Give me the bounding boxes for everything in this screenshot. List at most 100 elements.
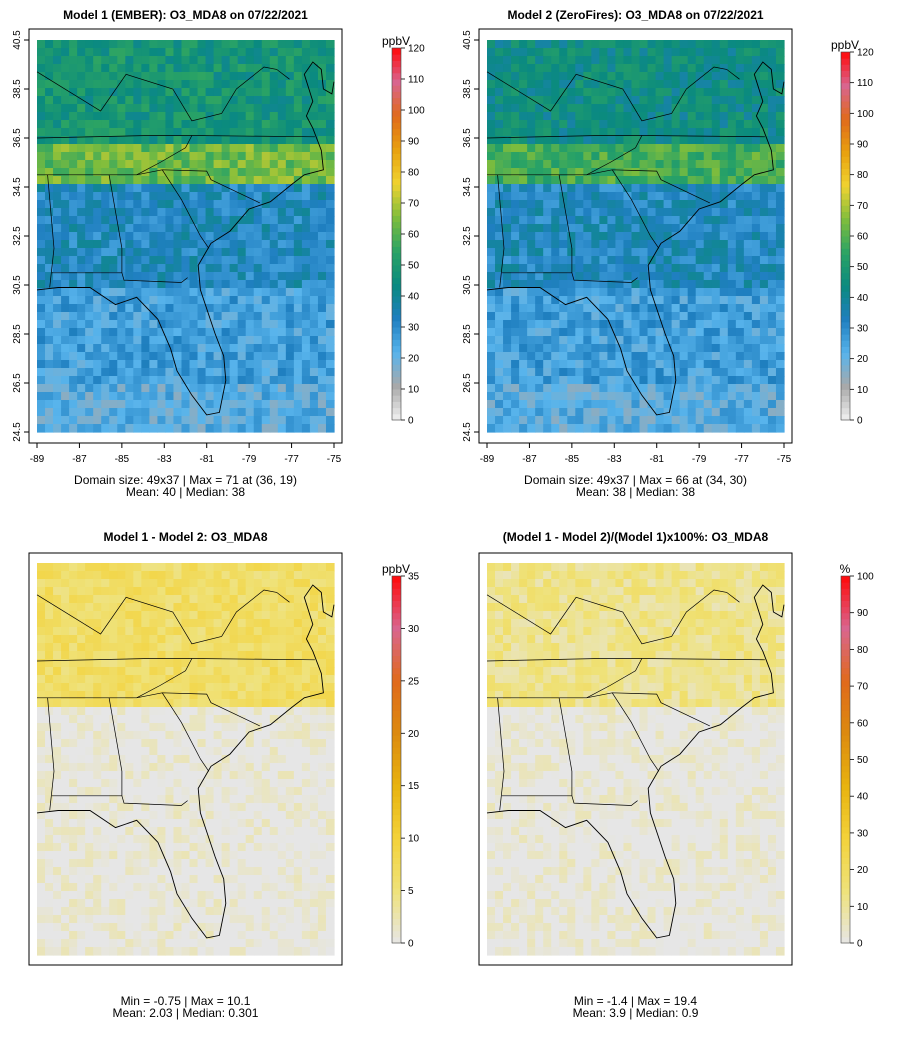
heatmap-cell [125,635,134,644]
heatmap-cell [85,112,94,121]
heatmap-cell [301,272,311,281]
heatmap-cell [559,328,568,337]
heatmap-cell [61,384,70,393]
heatmap-cell [173,328,183,337]
heatmap-cell [221,360,231,369]
annotation-line-1: Domain size: 49x37 | Max = 71 at (36, 19… [74,473,297,487]
heatmap-cell [93,739,102,748]
heatmap-cell [309,176,319,185]
heatmap-cell [325,376,335,385]
heatmap-cell [213,168,223,177]
heatmap-cell [229,240,239,249]
heatmap-cell [69,216,78,225]
heatmap-cell [743,208,753,217]
heatmap-cell [165,136,175,145]
heatmap-cell [189,56,199,65]
heatmap-cell [591,200,600,209]
heatmap-cell [61,659,70,668]
heatmap-cell [141,376,150,385]
heatmap-cell [759,56,769,65]
heatmap-cell [109,184,118,193]
heatmap-cell [117,280,126,289]
heatmap-cell [69,795,78,804]
heatmap-cell [197,344,207,353]
heatmap-cell [735,128,745,137]
heatmap-cell [615,224,625,233]
heatmap-cell [559,344,568,353]
heatmap-cell [301,280,311,289]
heatmap-cell [301,675,311,684]
heatmap-cell [141,675,150,684]
heatmap-cell [221,683,231,692]
heatmap-cell [197,240,207,249]
heatmap-cell [85,408,94,417]
heatmap-cell [69,635,78,644]
heatmap-cell [181,120,191,129]
heatmap-cell [511,392,520,401]
heatmap-cell [61,643,70,652]
colorbar-tick-label: 0 [408,416,414,427]
heatmap-cell [45,787,54,796]
heatmap-cell [301,400,311,409]
heatmap-cell [149,232,159,241]
heatmap-cell [711,296,721,305]
heatmap-cell [141,352,150,361]
heatmap-cell [775,320,785,329]
heatmap-cell [309,224,319,233]
heatmap-cell [551,216,560,225]
heatmap-cell [567,320,576,329]
heatmap-cell [671,360,681,369]
heatmap-cell [663,320,673,329]
heatmap-cell [189,352,199,361]
heatmap-cell [655,248,665,257]
heatmap-cell [647,400,657,409]
heatmap-cell [647,104,657,113]
heatmap-cell [301,344,311,353]
heatmap-cell [623,152,633,161]
heatmap-cell [503,216,512,225]
heatmap-cell [173,184,183,193]
heatmap-cell [245,232,255,241]
heatmap-cell [173,563,183,572]
heatmap-cell [205,611,215,620]
heatmap-cell [53,328,62,337]
heatmap-cell [109,168,118,177]
heatmap-cell [751,232,761,241]
heatmap-cell [197,384,207,393]
heatmap-cell [759,296,769,305]
colorbar-tick-label: 110 [857,78,873,89]
heatmap-cell [245,112,255,121]
heatmap-cell [293,168,303,177]
heatmap-cell [181,144,191,153]
heatmap-cell [189,64,199,73]
colorbar-swatch [841,395,850,403]
heatmap-cell [599,328,609,337]
heatmap-cell [655,328,665,337]
heatmap-cell [543,384,552,393]
heatmap-cell [277,595,287,604]
heatmap-cell [125,739,134,748]
heatmap-cell [495,160,504,169]
heatmap-cell [181,571,191,580]
heatmap-cell [181,352,191,361]
heatmap-cell [751,288,761,297]
heatmap-cell [511,264,520,273]
heatmap-cell [117,635,126,644]
heatmap-cell [269,168,279,177]
heatmap-cell [671,256,681,265]
heatmap-cell [77,56,86,65]
heatmap-cell [253,579,263,588]
heatmap-cell [77,328,86,337]
heatmap-cell [317,715,327,724]
heatmap-cell [527,312,536,321]
heatmap-cell [293,208,303,217]
heatmap-cell [639,408,649,417]
heatmap-cell [503,200,512,209]
heatmap-cell [559,264,568,273]
heatmap-cell [189,627,199,636]
heatmap-cell [631,336,641,345]
heatmap-cell [711,344,721,353]
heatmap-cell [117,707,126,716]
heatmap-cell [125,731,134,740]
heatmap-cell [213,184,223,193]
